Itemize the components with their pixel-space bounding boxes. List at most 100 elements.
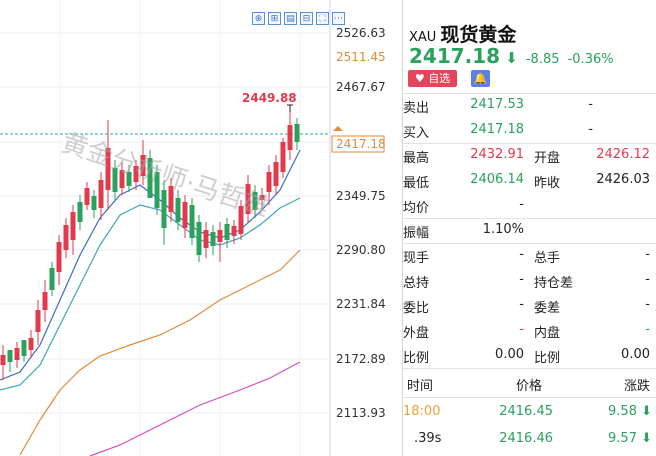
price-axis-label: 2467.67 — [336, 80, 386, 94]
quote-label: 比例 — [534, 351, 561, 366]
high-price-label: 2449.88 — [242, 91, 297, 105]
candle-body — [245, 184, 251, 214]
candle-body — [63, 225, 69, 250]
chart-toolbar: ⊕ ⊞ ▤ ⊟ ⛶ ⋯ — [252, 12, 345, 25]
candle-body — [147, 158, 153, 198]
quote-label: 均价 — [403, 201, 430, 216]
candle-body — [182, 202, 188, 228]
row-divider — [403, 218, 656, 219]
quote-value: 2406.14 — [470, 172, 524, 187]
candle-body — [287, 125, 293, 150]
price-axis-label: 2172.89 — [336, 352, 386, 366]
candle-body — [189, 205, 195, 238]
quote-value: - — [519, 247, 524, 262]
quote-value: 0.00 — [621, 347, 650, 362]
candle-body — [196, 222, 202, 255]
candle-body — [168, 186, 174, 212]
quote-label: 现手 — [403, 251, 430, 266]
heart-icon: ♥ — [414, 72, 425, 85]
quote-value: - — [519, 297, 524, 312]
candle-body — [49, 268, 55, 290]
symbol-name: 现货黄金 — [440, 24, 517, 46]
candle-body — [119, 170, 125, 188]
candle-body — [35, 310, 41, 332]
add-watchlist-button[interactable]: ♥ 自选 — [408, 70, 457, 87]
ma20-line — [19, 249, 301, 456]
quote-label: 总手 — [534, 251, 561, 266]
candle-body — [252, 192, 258, 210]
quote-label: 买入 — [403, 126, 430, 141]
price-change-pct: -0.36% — [567, 52, 614, 67]
current-price-box — [331, 135, 385, 153]
candle-body — [224, 224, 230, 240]
quote-value: 0.00 — [495, 347, 524, 362]
tick-price: 2416.45 — [499, 404, 553, 419]
candle-body — [294, 124, 300, 142]
candle-body — [175, 198, 181, 222]
price-row: 2417.18 ⬇ -8.85 -0.36% — [409, 44, 614, 68]
candlestick-chart[interactable]: 2526.63 2511.45 2467.67 2349.75 2290.80 2231.… — [0, 0, 402, 456]
quote-value: - — [519, 272, 524, 287]
candle-body — [280, 142, 286, 172]
row-divider — [403, 368, 656, 369]
candle-body — [21, 340, 27, 356]
quote-value: - — [588, 97, 593, 112]
candle-body — [133, 166, 139, 182]
price-marker-icon — [333, 126, 343, 131]
candle-body — [210, 232, 216, 246]
tick-change: 9.58 ⬇ — [608, 404, 652, 419]
candle-body — [14, 348, 20, 360]
quote-value: 2432.91 — [470, 147, 524, 162]
col-header-change: 涨跌 — [623, 379, 650, 394]
candle-body — [273, 162, 279, 186]
quote-label: 外盘 — [403, 326, 430, 341]
chart-canvas[interactable]: 2526.63 2511.45 2467.67 2349.75 2290.80 2231.… — [0, 0, 402, 456]
row-divider — [403, 143, 656, 144]
quote-value: 2426.03 — [596, 172, 650, 187]
chart-tool-button-1[interactable]: ⊞ — [268, 12, 281, 25]
ma30-line — [89, 361, 301, 456]
price-change: -8.85 — [525, 52, 560, 67]
quote-label: 内盘 — [534, 326, 561, 341]
price-axis-label: 2290.80 — [336, 243, 386, 257]
quote-label: 持仓差 — [534, 276, 574, 291]
candle-body — [231, 226, 237, 236]
chart-tool-button-2[interactable]: ▤ — [284, 12, 297, 25]
row-divider — [403, 397, 656, 398]
last-price: 2417.18 — [409, 44, 501, 68]
quote-value: - — [588, 122, 593, 137]
col-header-time: 时间 — [407, 379, 434, 394]
candle-body — [28, 338, 34, 350]
candle-body — [0, 355, 6, 365]
candle-body — [259, 195, 265, 200]
quote-value: - — [519, 322, 524, 337]
symbol-code: XAU — [409, 30, 437, 45]
quote-label: 卖出 — [403, 101, 430, 116]
panel-divider — [402, 0, 403, 456]
quote-value: 2426.12 — [596, 147, 650, 162]
candle-body — [112, 168, 118, 192]
ma10-line — [0, 197, 301, 391]
price-axis-label: 2231.84 — [336, 297, 386, 311]
symbol-header: XAU 现货黄金 — [409, 20, 516, 47]
down-arrow-icon: ⬇ — [505, 49, 518, 67]
candle-body — [7, 350, 13, 362]
price-axis-label: 2526.63 — [336, 26, 386, 40]
candle-body — [238, 206, 244, 234]
chart-tool-button-0[interactable]: ⊕ — [252, 12, 265, 25]
alert-button[interactable]: 🔔 — [471, 70, 490, 87]
chart-tool-button-5[interactable]: ⋯ — [332, 12, 345, 25]
quote-panel: XAU 现货黄金 2417.18 ⬇ -8.85 -0.36% ♥ 自选 🔔 卖出… — [403, 0, 656, 456]
chart-tool-button-4[interactable]: ⛶ — [316, 12, 329, 25]
quote-label: 昨收 — [534, 176, 561, 191]
quote-label: 比例 — [403, 351, 430, 366]
candle-body — [266, 172, 272, 192]
chart-tool-button-3[interactable]: ⊟ — [300, 12, 313, 25]
price-axis-label: 2349.75 — [336, 189, 386, 203]
col-header-price: 价格 — [516, 379, 543, 394]
candle-body — [161, 190, 167, 228]
tick-time: .39s — [414, 431, 442, 446]
candle-body — [84, 188, 90, 205]
candle-body — [98, 180, 104, 208]
quote-label: 振幅 — [403, 226, 430, 241]
